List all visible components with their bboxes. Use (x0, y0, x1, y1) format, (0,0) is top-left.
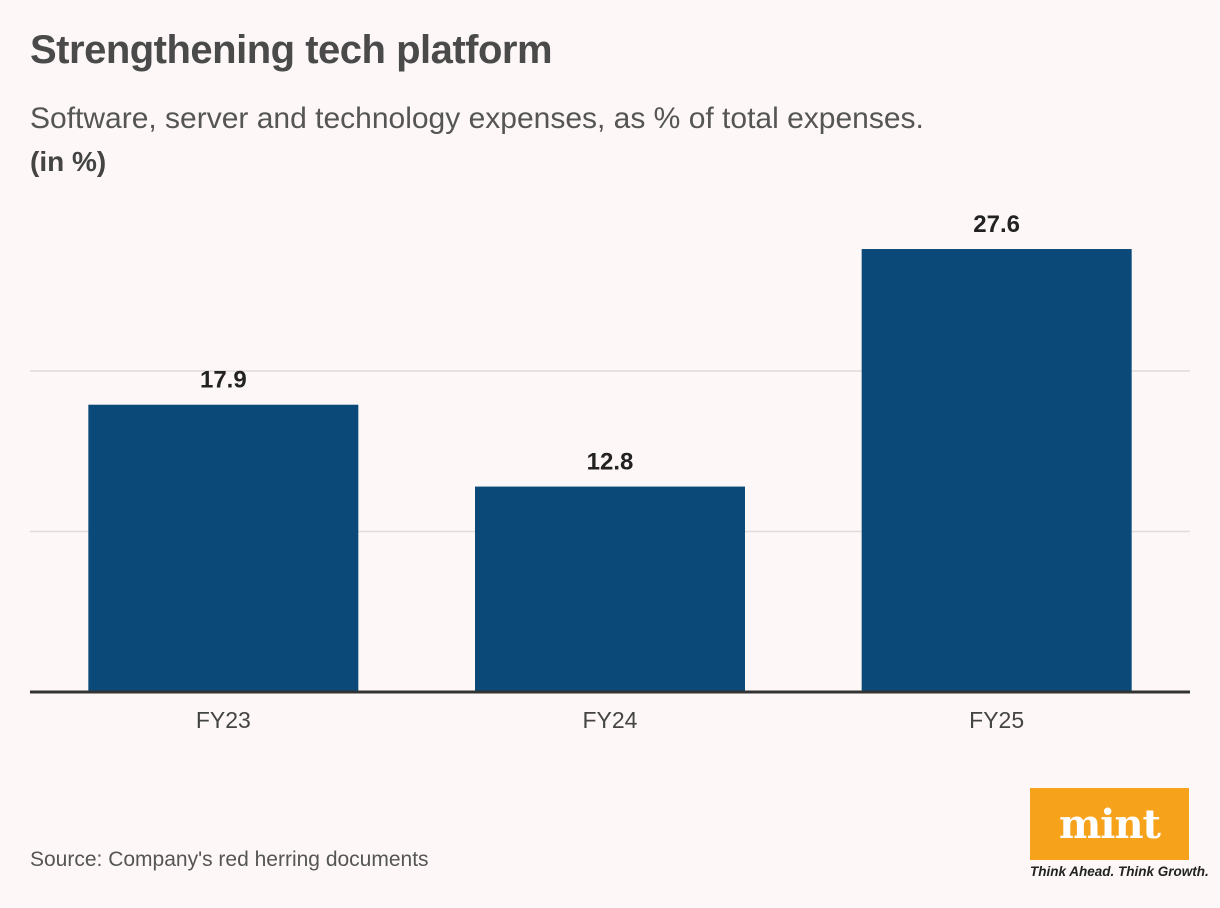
chart-title: Strengthening tech platform (30, 28, 553, 72)
data-label: 17.9 (200, 367, 247, 394)
data-label: 27.6 (973, 211, 1020, 238)
chart-unit: (in %) (30, 146, 107, 177)
source-note: Source: Company's red herring documents (30, 848, 429, 871)
bar-fy23 (88, 404, 359, 692)
x-tick-label: FY24 (583, 707, 638, 733)
data-label: 12.8 (587, 449, 634, 476)
logo-tagline: Think Ahead. Think Growth. (1030, 864, 1209, 879)
bar-fy25 (861, 249, 1132, 692)
bar-fy24 (475, 486, 745, 692)
chart-subtitle: Software, server and technology expenses… (30, 102, 924, 135)
x-tick-label: FY25 (969, 707, 1024, 733)
mint-logo: mint (1030, 788, 1189, 860)
x-tick-label: FY23 (196, 707, 251, 733)
